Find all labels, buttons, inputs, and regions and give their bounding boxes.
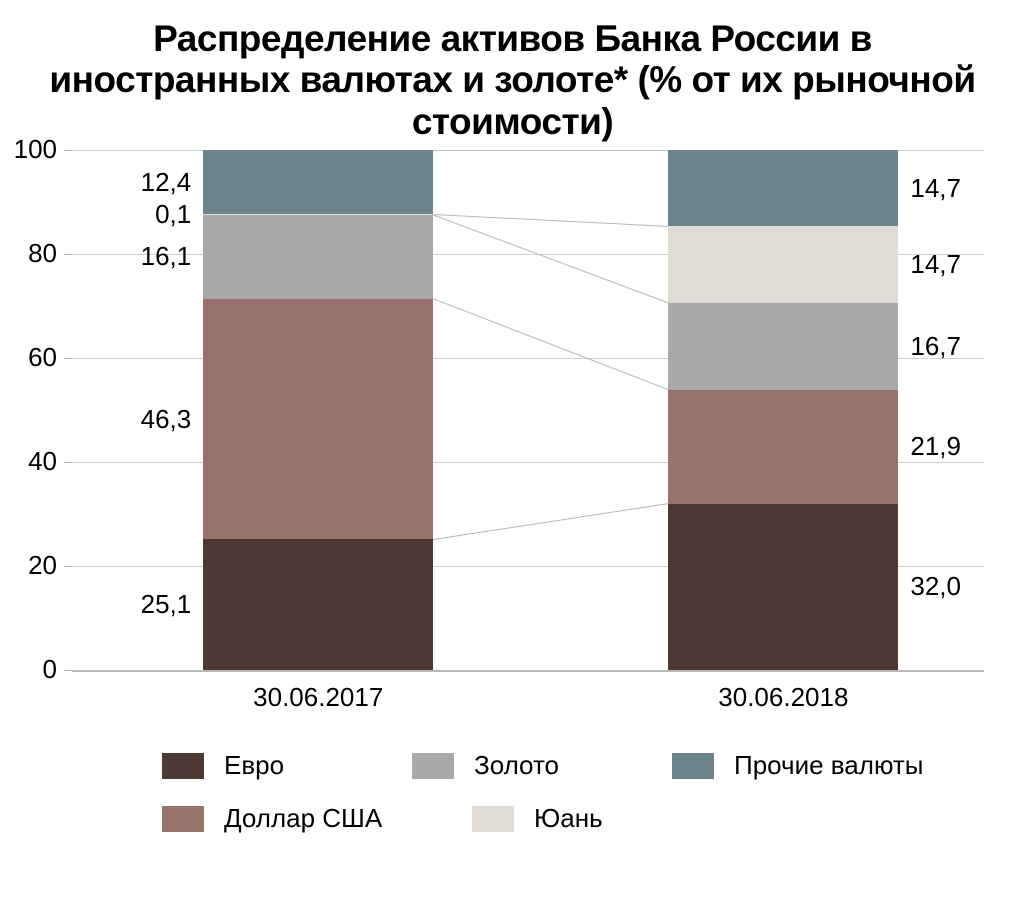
legend-label: Прочие валюты — [734, 750, 923, 781]
legend-item-usd: Доллар США — [162, 803, 472, 834]
legend-item-other: Прочие валюты — [672, 750, 962, 781]
chart-container: Распределение активов Банка России в ино… — [0, 0, 1025, 897]
legend-label: Евро — [224, 750, 284, 781]
connector-line — [433, 214, 668, 226]
y-tick — [64, 670, 72, 671]
y-tick-label: 60 — [2, 342, 57, 373]
data-label-yuan: 14,7 — [910, 249, 990, 280]
legend-item-euro: Евро — [162, 750, 412, 781]
legend-label: Юань — [534, 803, 603, 834]
legend-row: Евро Золото Прочие валюты — [162, 750, 982, 781]
connector-line — [433, 299, 668, 390]
y-tick — [64, 254, 72, 255]
legend-item-gold: Золото — [412, 750, 672, 781]
category-label: 30.06.2018 — [683, 682, 883, 713]
data-label-usd: 46,3 — [111, 404, 191, 435]
legend: Евро Золото Прочие валюты Доллар США Юань — [162, 750, 982, 834]
legend-row: Доллар США Юань — [162, 803, 982, 834]
y-tick — [64, 462, 72, 463]
data-label-euro: 32,0 — [910, 571, 990, 602]
y-tick — [64, 358, 72, 359]
data-label-euro: 25,1 — [111, 589, 191, 620]
y-tick-label: 0 — [2, 654, 57, 685]
data-label-gold: 16,7 — [910, 331, 990, 362]
data-label-gold: 16,1 — [111, 241, 191, 272]
y-tick-label: 40 — [2, 446, 57, 477]
category-label: 30.06.2017 — [218, 682, 418, 713]
legend-item-yuan: Юань — [472, 803, 702, 834]
data-label-yuan: 0,1 — [111, 199, 191, 230]
chart-title: Распределение активов Банка России в ино… — [0, 0, 1025, 142]
legend-swatch — [672, 753, 714, 779]
legend-label: Золото — [474, 750, 559, 781]
plot-area: 02040608010030.06.201730.06.201812,40,11… — [72, 150, 984, 670]
data-label-other: 12,4 — [111, 167, 191, 198]
legend-swatch — [412, 753, 454, 779]
legend-swatch — [162, 753, 204, 779]
legend-label: Доллар США — [224, 803, 382, 834]
data-label-usd: 21,9 — [910, 431, 990, 462]
y-tick-label: 80 — [2, 238, 57, 269]
data-label-other: 14,7 — [910, 173, 990, 204]
y-tick — [64, 150, 72, 151]
connectors — [72, 150, 984, 674]
y-tick-label: 20 — [2, 550, 57, 581]
legend-swatch — [162, 806, 204, 832]
connector-line — [433, 504, 668, 540]
connector-line — [433, 215, 668, 303]
legend-swatch — [472, 806, 514, 832]
y-tick-label: 100 — [2, 134, 57, 165]
y-tick — [64, 566, 72, 567]
